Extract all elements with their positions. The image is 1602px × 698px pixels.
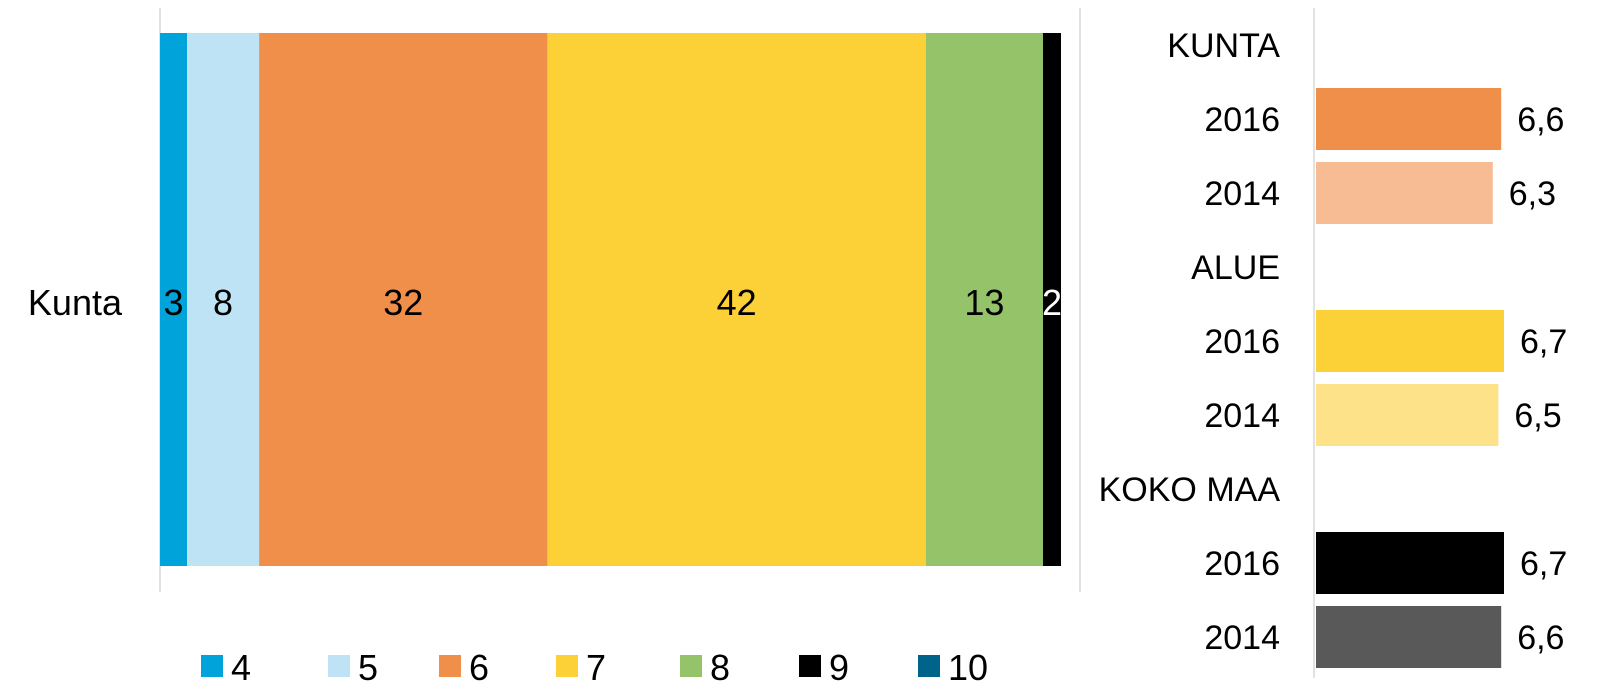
- comparison-bar-chart: KUNTA 2016 6,6 2014 6,3 ALUE 2016 6,7 2014 6,5 KOK…: [1099, 8, 1567, 678]
- legend-label-5: 5: [358, 647, 378, 688]
- stack-segment-5: [187, 33, 260, 566]
- comparison-value-label: 6,7: [1520, 323, 1567, 361]
- legend-swatch-6: [439, 655, 461, 677]
- comparison-bar: [1316, 532, 1504, 594]
- year-label: 2016: [1204, 323, 1280, 361]
- legend-label-6: 6: [469, 647, 489, 688]
- legend-label-9: 9: [829, 647, 849, 688]
- stacked-bar-chart: 3 8 32 42 13 2 Kunta 4 5 6 7 8 9 10: [28, 8, 1081, 688]
- comparison-bar: [1316, 384, 1499, 446]
- comparison-bar: [1316, 162, 1493, 224]
- stack-value-label-7: 42: [717, 282, 757, 323]
- legend-swatch-7: [556, 655, 578, 677]
- comparison-bar: [1316, 606, 1502, 668]
- stack-value-label-8: 13: [964, 282, 1004, 323]
- group-header-label: KOKO MAA: [1099, 471, 1281, 509]
- legend-swatch-9: [799, 655, 821, 677]
- group-header-label: KUNTA: [1167, 27, 1280, 65]
- legend-swatch-4: [201, 655, 223, 677]
- stack-segment-9: [1042, 33, 1061, 566]
- stack-value-label-6: 32: [383, 282, 423, 323]
- comparison-bar: [1316, 310, 1504, 372]
- group-header-label: ALUE: [1191, 249, 1280, 287]
- legend-label-7: 7: [586, 647, 606, 688]
- year-label: 2014: [1204, 175, 1280, 213]
- stack-value-label-4: 3: [163, 282, 183, 323]
- comparison-bar: [1316, 88, 1502, 150]
- stack-segment-6: [259, 33, 548, 566]
- legend-swatch-8: [680, 655, 702, 677]
- year-label: 2016: [1204, 101, 1280, 139]
- comparison-rows: KUNTA 2016 6,6 2014 6,3 ALUE 2016 6,7 2014 6,5 KOK…: [1099, 27, 1567, 668]
- stack-value-label-5: 8: [213, 282, 233, 323]
- year-label: 2016: [1204, 545, 1280, 583]
- comparison-value-label: 6,6: [1517, 101, 1564, 139]
- year-label: 2014: [1204, 619, 1280, 657]
- comparison-value-label: 6,3: [1509, 175, 1556, 213]
- comparison-value-label: 6,5: [1514, 397, 1561, 435]
- stack-segment-7: [547, 33, 926, 566]
- legend-label-8: 8: [710, 647, 730, 688]
- year-label: 2014: [1204, 397, 1280, 435]
- comparison-value-label: 6,6: [1517, 619, 1564, 657]
- stack-value-label-9: 2: [1042, 282, 1062, 323]
- stack-segment-8: [925, 33, 1043, 566]
- legend-swatch-5: [328, 655, 350, 677]
- stack-labels: 3 8 32 42 13 2: [163, 282, 1062, 323]
- legend-label-4: 4: [231, 647, 251, 688]
- category-label: Kunta: [28, 282, 123, 323]
- legend-swatch-10: [918, 655, 940, 677]
- stack-segments: [160, 33, 1061, 566]
- stack-segment-4: [160, 33, 188, 566]
- legend: 4 5 6 7 8 9 10: [201, 647, 988, 688]
- legend-label-10: 10: [948, 647, 988, 688]
- comparison-value-label: 6,7: [1520, 545, 1567, 583]
